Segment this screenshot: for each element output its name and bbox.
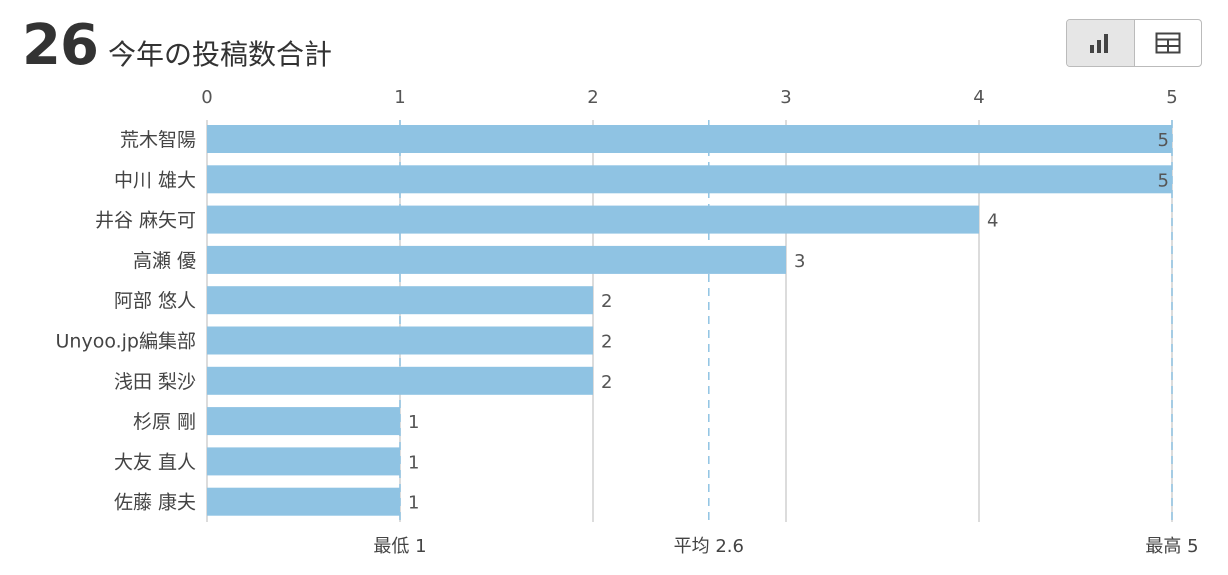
bar <box>207 245 786 274</box>
data-label: 1 <box>408 452 419 473</box>
chart-header: 26 今年の投稿数合計 <box>22 14 332 78</box>
total-count: 26 <box>22 13 99 78</box>
chart-view-button[interactable] <box>1067 20 1135 66</box>
data-label: 4 <box>987 211 998 232</box>
bar <box>207 366 593 395</box>
data-label: 3 <box>794 251 805 272</box>
category-label: 高瀬 優 <box>133 250 196 272</box>
view-toggle <box>1066 19 1202 67</box>
data-label: 1 <box>408 412 419 433</box>
bar <box>207 165 1172 194</box>
category-label: 浅田 梨沙 <box>114 371 196 393</box>
data-label: 5 <box>1158 130 1169 151</box>
x-tick-label: 1 <box>394 87 405 108</box>
x-tick-label: 4 <box>973 87 984 108</box>
reference-line-label: 平均 2.6 <box>674 536 744 557</box>
bar <box>207 487 400 516</box>
bar <box>207 326 593 355</box>
bar <box>207 286 593 315</box>
category-label: 井谷 麻矢可 <box>95 210 196 232</box>
bar <box>207 407 400 436</box>
category-label: 中川 雄大 <box>114 169 196 191</box>
bar <box>207 205 979 234</box>
bar <box>207 125 1172 153</box>
data-label: 2 <box>601 291 612 312</box>
data-label: 2 <box>601 372 612 393</box>
x-tick-label: 2 <box>587 87 598 108</box>
x-tick-label: 3 <box>780 87 791 108</box>
category-label: 杉原 剛 <box>133 411 196 433</box>
table-view-button[interactable] <box>1135 20 1202 66</box>
category-label: 荒木智陽 <box>120 129 196 151</box>
bar-chart-icon <box>1090 34 1109 53</box>
bar <box>207 447 400 476</box>
category-label: 阿部 悠人 <box>114 290 196 312</box>
category-label: 佐藤 康夫 <box>114 492 196 514</box>
page-title: 今年の投稿数合計 <box>107 38 332 71</box>
data-label: 1 <box>408 493 419 514</box>
x-tick-label: 5 <box>1166 87 1177 108</box>
reference-line-label: 最低 1 <box>373 536 426 557</box>
x-tick-label: 0 <box>201 87 212 108</box>
data-label: 5 <box>1158 170 1169 191</box>
table-icon <box>1155 32 1181 54</box>
category-label: 大友 直人 <box>114 451 196 473</box>
category-label: Unyoo.jp編集部 <box>56 331 197 353</box>
reference-line-label: 最高 5 <box>1145 536 1198 557</box>
data-label: 2 <box>601 332 612 353</box>
